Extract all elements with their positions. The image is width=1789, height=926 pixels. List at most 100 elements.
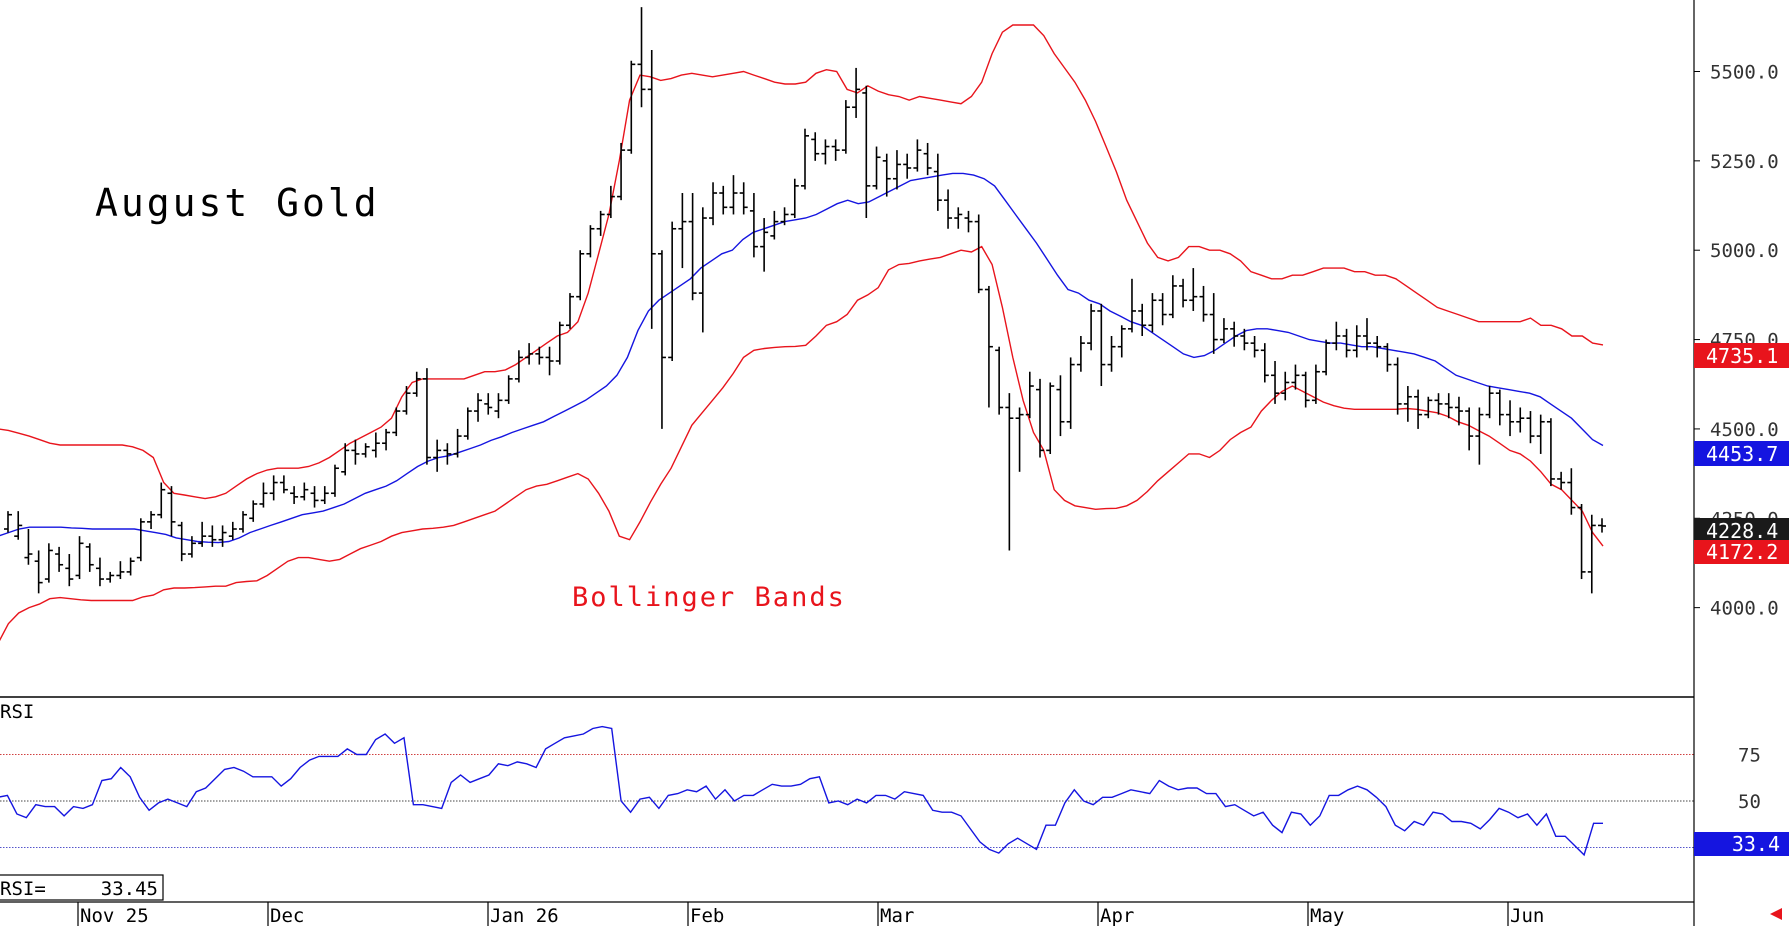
svg-text:4453.7: 4453.7 [1706, 442, 1778, 466]
ohlc-bar [1506, 400, 1515, 437]
ohlc-bar [474, 393, 483, 422]
ohlc-bar [1240, 328, 1249, 351]
ohlc-bar [494, 393, 503, 419]
ohlc-bar [1362, 318, 1371, 351]
ohlc-bar [1107, 335, 1116, 372]
ohlc-bar [1260, 343, 1269, 383]
ohlc-bar [484, 393, 493, 415]
ohlc-bar [678, 193, 687, 269]
ohlc-bar [760, 218, 769, 272]
ohlc-bar [739, 182, 748, 215]
date-tick-label: Mar [880, 905, 914, 926]
date-tick-label: May [1310, 905, 1344, 926]
ohlc-bar [310, 486, 319, 508]
ohlc-bar [463, 407, 472, 440]
ohlc-bar [351, 439, 360, 465]
middle-band-tag: 4453.7 [1694, 441, 1789, 466]
ohlc-bar [1025, 371, 1034, 419]
ohlc-bar [187, 536, 196, 558]
ohlc-bar [14, 511, 23, 540]
ohlc-bar [1434, 393, 1443, 415]
ohlc-bar [95, 557, 104, 587]
ohlc-bar [821, 139, 830, 165]
ohlc-bar [903, 153, 912, 179]
ohlc-bar [443, 443, 452, 465]
ohlc-bar [1066, 357, 1075, 429]
last-price-tag: 4228.4 [1694, 518, 1789, 543]
ohlc-bar [923, 142, 932, 176]
ohlc-bar [1158, 293, 1167, 326]
ohlc-bar [218, 525, 227, 547]
ohlc-bar [126, 557, 135, 576]
price-tick-label: 4500.0 [1710, 419, 1779, 441]
svg-text:4735.1: 4735.1 [1706, 344, 1778, 368]
ohlc-bar [1230, 321, 1239, 347]
ohlc-bar [300, 482, 309, 501]
ohlc-bar [1373, 335, 1382, 358]
ohlc-bar [535, 346, 544, 365]
ohlc-bar [1219, 318, 1228, 344]
ohlc-bar [770, 210, 779, 240]
ohlc-bar [4, 511, 12, 533]
ohlc-bar [1577, 503, 1586, 580]
scroll-left-arrow-icon[interactable] [1770, 908, 1782, 920]
ohlc-bar [1168, 275, 1177, 319]
ohlc-bar [1342, 328, 1351, 358]
ohlc-bar [136, 518, 145, 562]
rsi-readout-value: 33.45 [101, 878, 158, 900]
rsi-reference-lines [0, 754, 1694, 848]
ohlc-bar [1383, 343, 1392, 372]
bollinger-bands-label: Bollinger Bands [572, 582, 846, 613]
ohlc-bar [1199, 285, 1208, 322]
ohlc-bar [1046, 382, 1055, 454]
ohlc-bar [1424, 396, 1433, 419]
ohlc-bar [933, 153, 942, 211]
ohlc-bar [555, 321, 564, 365]
ohlc-bar [1465, 407, 1474, 451]
ohlc-bar [1557, 471, 1566, 490]
ohlc-bar [55, 546, 64, 572]
ohlc-bar [944, 189, 953, 229]
ohlc-bar [1301, 371, 1310, 408]
ohlc-bar [1291, 364, 1300, 390]
lower-band-tag: 4172.2 [1694, 540, 1789, 564]
ohlc-bar [1015, 407, 1024, 472]
ohlc-bar [1444, 393, 1453, 419]
ohlc-bar [1311, 364, 1320, 404]
upper-bollinger-band [0, 24, 1604, 500]
ohlc-bar [361, 443, 370, 458]
ohlc-bar [412, 371, 421, 397]
ohlc-bar [157, 482, 166, 519]
ohlc-bar [1567, 468, 1576, 515]
date-tick-label: Dec [270, 905, 304, 926]
rsi-value-tag: 33.4 [1694, 832, 1789, 856]
rsi-line [0, 725, 1603, 857]
ohlc-bar [177, 521, 186, 562]
rsi-series-line [0, 725, 1603, 857]
date-tick-label: Nov 25 [80, 905, 149, 926]
ohlc-bar [995, 346, 1004, 415]
ohlc-bar [147, 511, 156, 530]
ohlc-bar [892, 150, 901, 190]
ohlc-bar [75, 536, 84, 580]
ohlc-bar [320, 486, 329, 504]
ohlc-bar [841, 100, 850, 154]
ohlc-bar [882, 153, 891, 197]
lower-bollinger-band [0, 245, 1604, 642]
ohlc-bar [1332, 321, 1341, 351]
ohlc-bar [545, 346, 554, 376]
ohlc-bar [586, 225, 595, 258]
ohlc-bar [964, 210, 973, 233]
ohlc-bar [34, 550, 43, 594]
rsi-tick-label: 50 [1738, 791, 1761, 813]
ohlc-bar [617, 142, 626, 201]
price-tick-label: 5000.0 [1710, 240, 1779, 262]
ohlc-bar [1189, 268, 1198, 311]
price-bars [4, 7, 1606, 594]
ohlc-bar [719, 185, 728, 215]
ohlc-bar [65, 554, 74, 587]
ohlc-bar [1087, 303, 1096, 351]
ohlc-bar [811, 132, 820, 161]
ohlc-bar [1526, 411, 1535, 444]
